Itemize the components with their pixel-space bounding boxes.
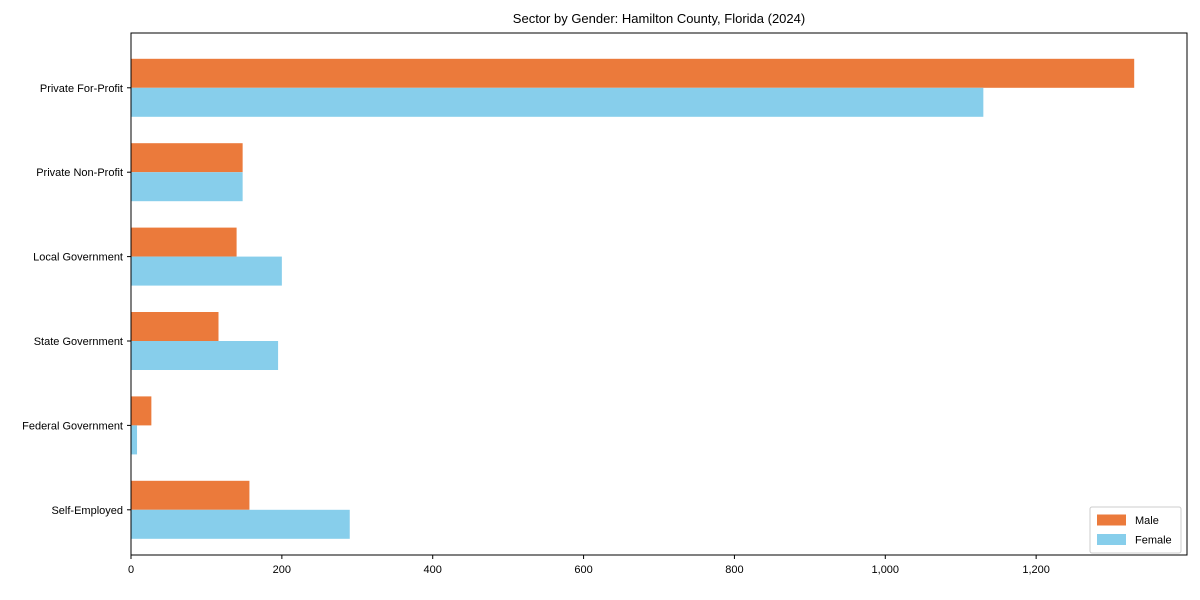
plot-border xyxy=(130,32,1188,556)
category-label: Private For-Profit xyxy=(40,83,123,95)
category-label: State Government xyxy=(34,336,123,348)
bar-male-local-government xyxy=(131,227,237,257)
legend-label-male: Male xyxy=(1135,515,1159,527)
x-tick-label: 400 xyxy=(424,564,442,576)
legend-swatch-female xyxy=(1097,534,1126,545)
category-label: Self-Employed xyxy=(51,505,123,517)
category-label: Local Government xyxy=(33,252,123,264)
x-tick-label: 1,200 xyxy=(1022,564,1050,576)
legend-label-female: Female xyxy=(1135,535,1172,547)
bar-male-federal-government xyxy=(131,396,152,426)
bar-female-private-non-profit xyxy=(131,172,243,202)
category-label: Federal Government xyxy=(22,420,123,432)
chart-title: Sector by Gender: Hamilton County, Flori… xyxy=(512,11,806,26)
x-tick-label: 1,000 xyxy=(872,564,900,576)
legend-swatch-male xyxy=(1097,514,1126,526)
x-tick-label: 200 xyxy=(273,564,291,576)
bar-male-self-employed xyxy=(131,480,250,510)
plot-area: Private For-Profit Private Non-Profit Loca… xyxy=(22,32,1188,576)
bar-female-self-employed xyxy=(131,509,350,539)
x-tick-label: 0 xyxy=(128,564,134,576)
bar-male-private-for-profit xyxy=(131,58,1135,88)
bar-female-private-for-profit xyxy=(131,87,984,117)
bar-male-private-non-profit xyxy=(131,143,243,173)
category-label: Private Non-Profit xyxy=(36,167,123,179)
bar-female-local-government xyxy=(131,256,282,286)
bar-female-federal-government xyxy=(131,425,138,455)
x-tick-label: 600 xyxy=(574,564,592,576)
bar-male-state-government xyxy=(131,312,219,341)
x-tick-label: 800 xyxy=(725,564,743,576)
bar-female-state-government xyxy=(131,341,279,370)
